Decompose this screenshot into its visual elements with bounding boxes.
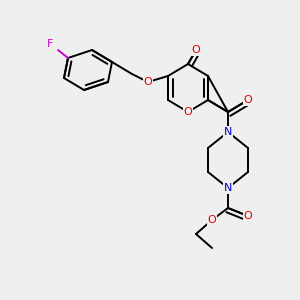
Text: F: F (47, 39, 53, 49)
Text: O: O (192, 45, 200, 55)
Text: O: O (184, 107, 192, 117)
Text: O: O (244, 211, 252, 221)
Text: O: O (144, 77, 152, 87)
Text: N: N (224, 127, 232, 137)
Text: N: N (224, 183, 232, 193)
Text: O: O (208, 215, 216, 225)
Text: O: O (244, 95, 252, 105)
